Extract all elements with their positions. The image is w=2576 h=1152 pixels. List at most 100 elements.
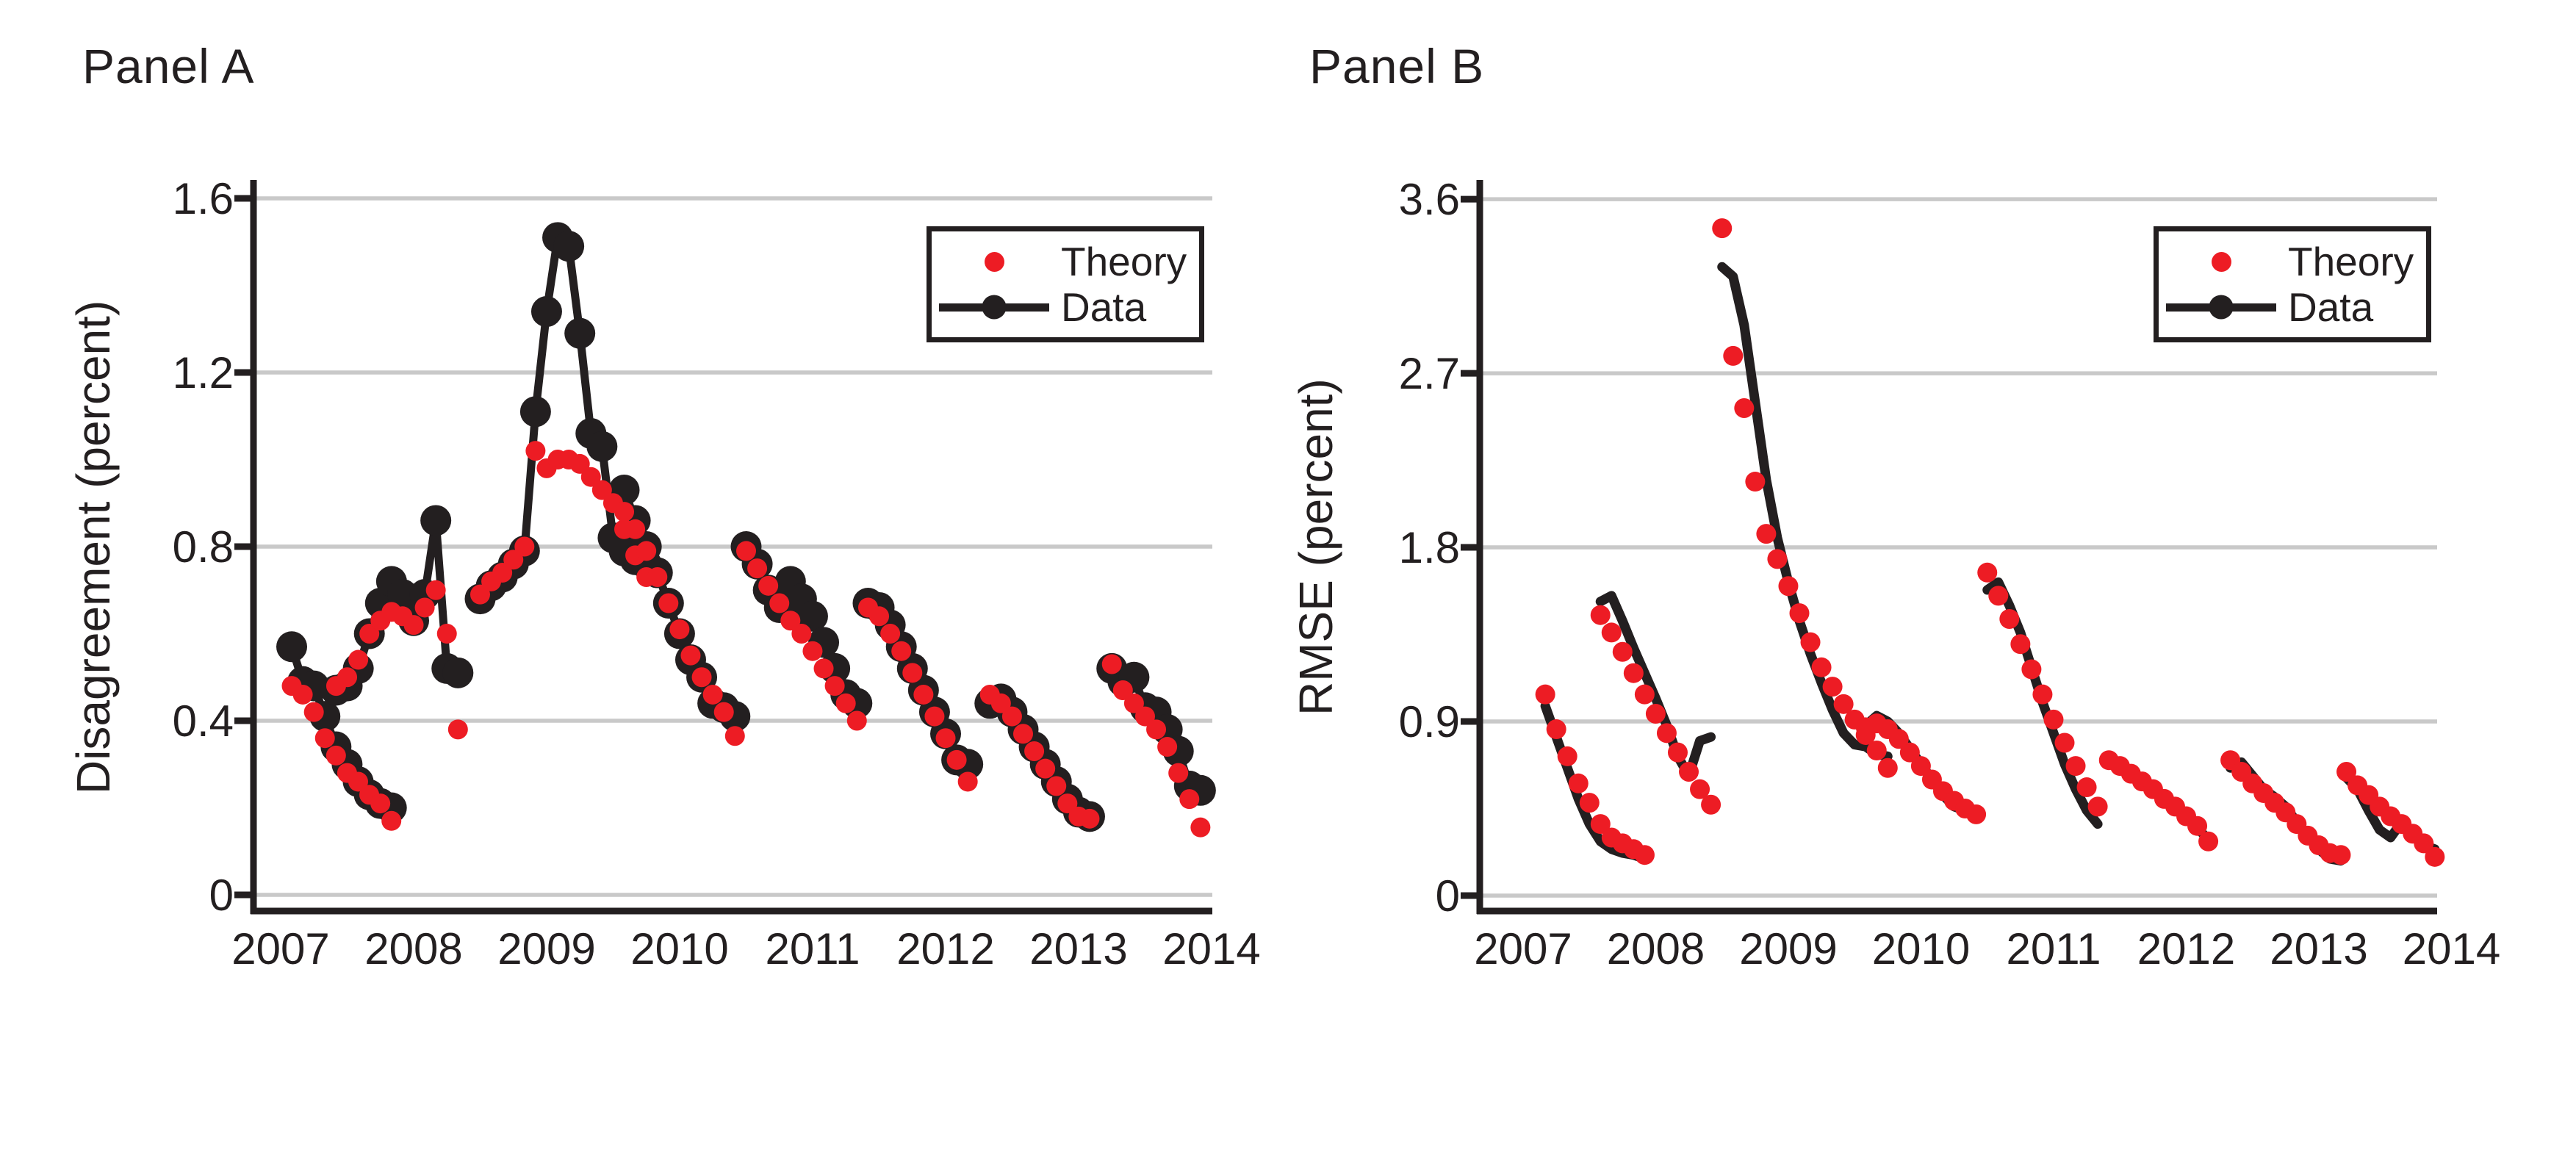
theory-point-marker xyxy=(1734,397,1755,418)
theory-point-marker xyxy=(292,684,313,705)
theory-point-marker xyxy=(580,467,601,487)
theory-point-marker xyxy=(1833,694,1854,714)
y-tick-label: 1.2 xyxy=(173,348,234,397)
theory-point-marker xyxy=(2425,846,2445,867)
theory-point-marker xyxy=(1988,586,2009,606)
x-tick-label: 2008 xyxy=(364,924,462,973)
theory-point-marker xyxy=(1013,724,1034,744)
theory-point-marker xyxy=(1966,804,1987,824)
theory-point-marker xyxy=(359,624,380,644)
theory-point-marker xyxy=(325,745,346,766)
theory-point-marker xyxy=(1157,737,1178,757)
x-tick-label: 2012 xyxy=(2137,924,2235,973)
theory-point-marker xyxy=(1557,746,1577,766)
panel-b-title: Panel B xyxy=(1309,39,1485,93)
theory-point-marker xyxy=(1601,622,1622,643)
theory-point-marker xyxy=(891,641,912,661)
theory-point-marker xyxy=(425,580,446,600)
theory-point-marker xyxy=(647,566,668,587)
data-point-marker xyxy=(553,231,585,262)
x-tick-label: 2011 xyxy=(765,924,860,973)
theory-point-marker xyxy=(1778,576,1799,597)
y-tick-label: 1.6 xyxy=(173,174,234,223)
x-tick-label: 2014 xyxy=(2403,924,2500,973)
theory-point-marker xyxy=(1623,663,1644,683)
theory-point-marker xyxy=(492,563,513,583)
data-point-marker xyxy=(586,431,618,462)
theory-point-marker xyxy=(1811,657,1832,677)
theory-point-marker xyxy=(414,597,435,618)
legend-row-theory: Theory xyxy=(932,239,1199,284)
theory-point-marker xyxy=(1057,793,1078,814)
x-tick-label: 2013 xyxy=(2270,924,2367,973)
theory-point-marker xyxy=(702,684,723,705)
data-point-marker xyxy=(442,657,474,688)
y-tick-label: 1.8 xyxy=(1399,523,1460,572)
theory-point-marker xyxy=(880,624,901,644)
theory-point-marker xyxy=(503,550,524,570)
theory-point-marker xyxy=(1101,654,1122,674)
x-tick-label: 2011 xyxy=(2006,924,2101,973)
theory-dot-icon xyxy=(2159,251,2284,272)
legend-row-theory: Theory xyxy=(2159,239,2426,284)
theory-point-marker xyxy=(935,728,956,749)
theory-point-marker xyxy=(337,667,358,688)
theory-point-marker xyxy=(591,480,612,500)
legend-row-data: Data xyxy=(932,284,1199,330)
x-tick-label: 2010 xyxy=(1872,924,1970,973)
data-line-icon xyxy=(932,295,1057,320)
theory-point-marker xyxy=(381,810,402,831)
theory-point-marker xyxy=(1546,719,1566,740)
y-tick-label: 0.9 xyxy=(1399,697,1460,746)
theory-point-marker xyxy=(1035,758,1056,779)
theory-point-marker xyxy=(769,593,790,613)
theory-point-marker xyxy=(1634,845,1655,865)
theory-point-marker xyxy=(713,702,734,722)
theory-point-marker xyxy=(470,584,490,605)
theory-point-marker xyxy=(1190,817,1211,838)
theory-point-marker xyxy=(1888,729,1909,749)
theory-point-marker xyxy=(990,693,1011,713)
theory-point-marker xyxy=(1866,741,1887,761)
y-tick-label: 2.7 xyxy=(1399,349,1460,398)
theory-point-marker xyxy=(1822,677,1843,697)
x-tick-label: 2009 xyxy=(1739,924,1837,973)
legend-data-label: Data xyxy=(1061,284,1147,330)
theory-point-marker xyxy=(370,793,391,814)
theory-point-marker xyxy=(1134,706,1155,727)
theory-point-marker xyxy=(1877,757,1898,778)
y-tick-label: 3.6 xyxy=(1399,175,1460,224)
theory-point-marker xyxy=(924,706,945,727)
theory-point-marker xyxy=(780,611,801,631)
theory-point-marker xyxy=(2010,634,2031,655)
theory-point-marker xyxy=(813,658,834,679)
theory-point-marker xyxy=(1579,793,1600,813)
legend-row-data: Data xyxy=(2159,284,2426,330)
theory-point-marker xyxy=(791,624,812,644)
panel-b-legend: Theory Data xyxy=(2154,226,2431,342)
theory-point-marker xyxy=(1712,218,1733,239)
theory-point-marker xyxy=(1789,603,1810,624)
theory-point-marker xyxy=(1999,608,2020,629)
theory-point-marker xyxy=(758,575,779,596)
theory-point-marker xyxy=(1977,562,1998,583)
theory-point-marker xyxy=(1756,524,1777,544)
x-tick-label: 2007 xyxy=(231,924,329,973)
theory-point-marker xyxy=(824,676,845,696)
theory-point-marker xyxy=(1123,693,1144,713)
theory-point-marker xyxy=(1001,706,1022,727)
theory-point-marker xyxy=(2054,732,2075,753)
theory-point-marker xyxy=(1168,763,1189,783)
theory-point-marker xyxy=(436,624,457,644)
theory-point-marker xyxy=(2187,816,2208,836)
panel-b-plot: 0 0.9 1.8 2.7 3.6 2007 2008 2009 2010 2011 2012 201… xyxy=(1399,175,2501,973)
theory-point-marker xyxy=(525,441,546,461)
theory-point-marker xyxy=(2021,659,2042,680)
data-point-marker xyxy=(564,317,596,349)
panel-a-legend: Theory Data xyxy=(927,226,1204,342)
panel-a-plot: 0 0.4 0.8 1.2 1.6 2007 2008 2009 2010 2011 2012 201… xyxy=(173,174,1261,973)
theory-point-marker xyxy=(902,663,923,683)
theory-point-marker xyxy=(1112,680,1133,701)
theory-point-marker xyxy=(1667,742,1688,763)
